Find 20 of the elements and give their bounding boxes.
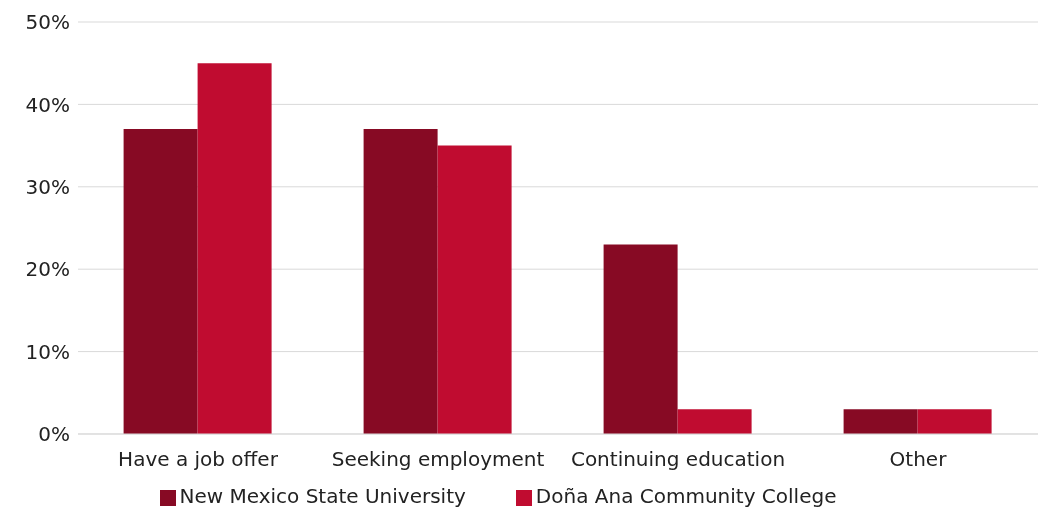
bar xyxy=(197,63,272,434)
bar xyxy=(603,244,678,434)
y-tick-label: 20% xyxy=(25,257,70,282)
y-tick-label: 0% xyxy=(38,422,70,447)
bar xyxy=(917,409,992,434)
bar xyxy=(437,145,512,434)
bar xyxy=(843,409,918,434)
x-tick-label: Seeking employment xyxy=(331,447,545,472)
y-tick-label: 30% xyxy=(25,174,70,199)
y-tick-label: 10% xyxy=(25,339,70,364)
bar xyxy=(677,409,752,434)
y-tick-label: 50% xyxy=(25,10,70,35)
y-tick-label: 40% xyxy=(25,92,70,117)
x-tick-label: Continuing education xyxy=(570,447,786,472)
legend-label: New Mexico State University xyxy=(179,484,466,508)
x-tick-label: Have a job offer xyxy=(118,447,279,472)
legend-label: Doña Ana Community College xyxy=(535,484,837,508)
bar xyxy=(363,129,438,434)
x-tick-label: Other xyxy=(889,447,948,472)
bar xyxy=(123,129,198,434)
